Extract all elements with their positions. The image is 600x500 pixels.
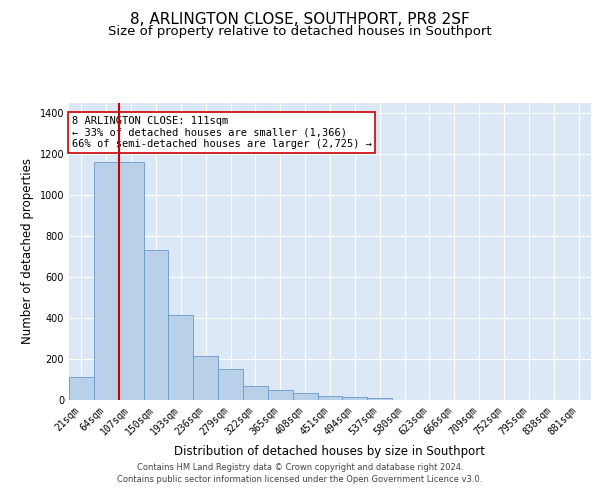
Bar — [119, 162, 143, 400]
Bar — [343, 397, 367, 400]
Y-axis label: Number of detached properties: Number of detached properties — [21, 158, 34, 344]
Bar — [268, 390, 293, 400]
Text: 8, ARLINGTON CLOSE, SOUTHPORT, PR8 2SF: 8, ARLINGTON CLOSE, SOUTHPORT, PR8 2SF — [130, 12, 470, 28]
Bar — [317, 396, 343, 400]
Text: 8 ARLINGTON CLOSE: 111sqm
← 33% of detached houses are smaller (1,366)
66% of se: 8 ARLINGTON CLOSE: 111sqm ← 33% of detac… — [71, 116, 371, 149]
Bar — [243, 386, 268, 400]
Text: Contains public sector information licensed under the Open Government Licence v3: Contains public sector information licen… — [118, 475, 482, 484]
Bar — [69, 378, 94, 400]
X-axis label: Distribution of detached houses by size in Southport: Distribution of detached houses by size … — [175, 445, 485, 458]
Text: Size of property relative to detached houses in Southport: Size of property relative to detached ho… — [108, 25, 492, 38]
Bar — [218, 369, 243, 400]
Bar — [367, 398, 392, 400]
Bar — [193, 356, 218, 400]
Bar — [143, 250, 169, 400]
Bar — [169, 315, 193, 400]
Text: Contains HM Land Registry data © Crown copyright and database right 2024.: Contains HM Land Registry data © Crown c… — [137, 462, 463, 471]
Bar — [293, 394, 317, 400]
Bar — [94, 162, 119, 400]
